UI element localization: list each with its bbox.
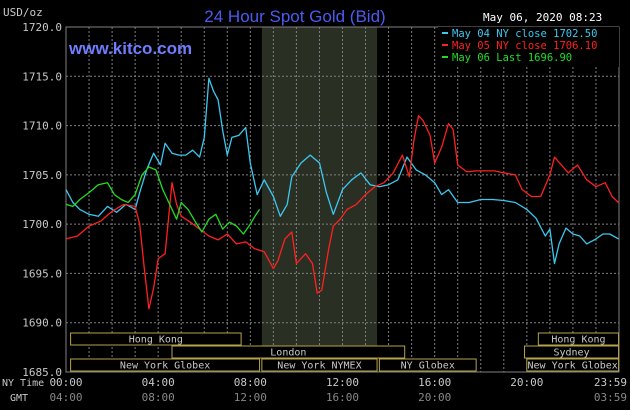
session-box bbox=[378, 358, 477, 372]
session-label: New York NYMEX bbox=[277, 361, 361, 372]
chart-title: 24 Hour Spot Gold (Bid) bbox=[204, 7, 385, 26]
session-box bbox=[70, 358, 261, 372]
y-tick-label: 1720.0 bbox=[22, 21, 62, 34]
plot-frame bbox=[65, 26, 620, 373]
y-tick-labels: 1720.0 1715.0 1710.0 1705.0 1700.0 1695.0 1690… bbox=[22, 21, 62, 379]
x-tick-label-gmt: 04:00 bbox=[49, 391, 82, 404]
x-tick-label-gmt: 16:00 bbox=[326, 391, 359, 404]
y-tick-label: 1695.0 bbox=[22, 267, 62, 280]
session-label: London bbox=[270, 348, 306, 359]
session-label: Sydney bbox=[553, 348, 589, 359]
timestamp: May 06, 2020 08:23 bbox=[483, 11, 602, 24]
session-label: New York Globex bbox=[528, 361, 618, 372]
y-tick-label: 1705.0 bbox=[22, 169, 62, 182]
x-row-label-gmt: GMT bbox=[10, 393, 28, 404]
x-tick-label-ny: 04:00 bbox=[142, 376, 175, 389]
session-label: Hong Kong bbox=[129, 335, 183, 346]
y-axis-unit-label: USD/oz bbox=[3, 6, 43, 19]
x-tick-label-ny: 16:00 bbox=[418, 376, 451, 389]
trading-sessions: Hong Kong Hong Kong London Sydney New York G… bbox=[70, 332, 620, 372]
x-tick-label-gmt: 03:59 bbox=[594, 391, 627, 404]
x-tick-label-gmt: 12:00 bbox=[234, 391, 267, 404]
legend-entry: May 04 NY close 1702.50 bbox=[452, 28, 597, 40]
y-tick-label: 1685.0 bbox=[22, 366, 62, 379]
series-lines bbox=[65, 77, 619, 310]
series-line-2 bbox=[65, 115, 619, 310]
session-box bbox=[261, 358, 378, 372]
x-tick-label-gmt: 20:00 bbox=[418, 391, 451, 404]
watermark-url: www.kitco.com bbox=[68, 39, 192, 58]
x-tick-label-gmt: 08:00 bbox=[142, 391, 175, 404]
session-label: Hong Kong bbox=[551, 335, 605, 346]
series-line-3 bbox=[65, 166, 261, 235]
y-tick-label: 1690.0 bbox=[22, 317, 62, 330]
x-tick-label-ny: 08:00 bbox=[234, 376, 267, 389]
y-tick-label: 1715.0 bbox=[22, 70, 62, 83]
session-box bbox=[537, 332, 620, 346]
legend-entry: May 05 NY close 1706.10 bbox=[452, 40, 597, 52]
x-tick-label-ny: 23:59 bbox=[594, 376, 627, 389]
legend-box bbox=[438, 27, 619, 67]
legend-entry: May 06 Last 1696.90 bbox=[452, 52, 572, 64]
session-label: NY Globex bbox=[401, 361, 455, 372]
session-box bbox=[526, 358, 620, 372]
y-tick-label: 1710.0 bbox=[22, 120, 62, 133]
session-label: New York Globex bbox=[120, 361, 210, 372]
x-tick-label-ny: 00:00 bbox=[49, 376, 82, 389]
series-line-1 bbox=[65, 77, 619, 265]
x-row-label-ny: NY Time bbox=[2, 378, 44, 389]
session-box bbox=[70, 332, 242, 346]
session-box bbox=[524, 345, 620, 359]
x-tick-label-ny: 12:00 bbox=[326, 376, 359, 389]
y-tick-label: 1700.0 bbox=[22, 218, 62, 231]
session-box bbox=[171, 345, 406, 359]
x-tick-label-ny: 20:00 bbox=[510, 376, 543, 389]
x-tick-labels: 00:00 04:00 08:00 12:00 16:00 20:00 23:59 04:00… bbox=[49, 376, 627, 404]
